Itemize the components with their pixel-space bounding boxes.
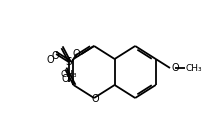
Text: O: O	[61, 74, 69, 84]
Text: O: O	[73, 49, 80, 59]
Text: O: O	[91, 94, 99, 104]
Text: O: O	[52, 51, 60, 61]
Text: S: S	[65, 57, 72, 67]
Text: CH₃: CH₃	[60, 70, 77, 79]
Text: O: O	[47, 55, 54, 65]
Text: O: O	[172, 63, 179, 73]
Text: CH₃: CH₃	[185, 64, 202, 73]
